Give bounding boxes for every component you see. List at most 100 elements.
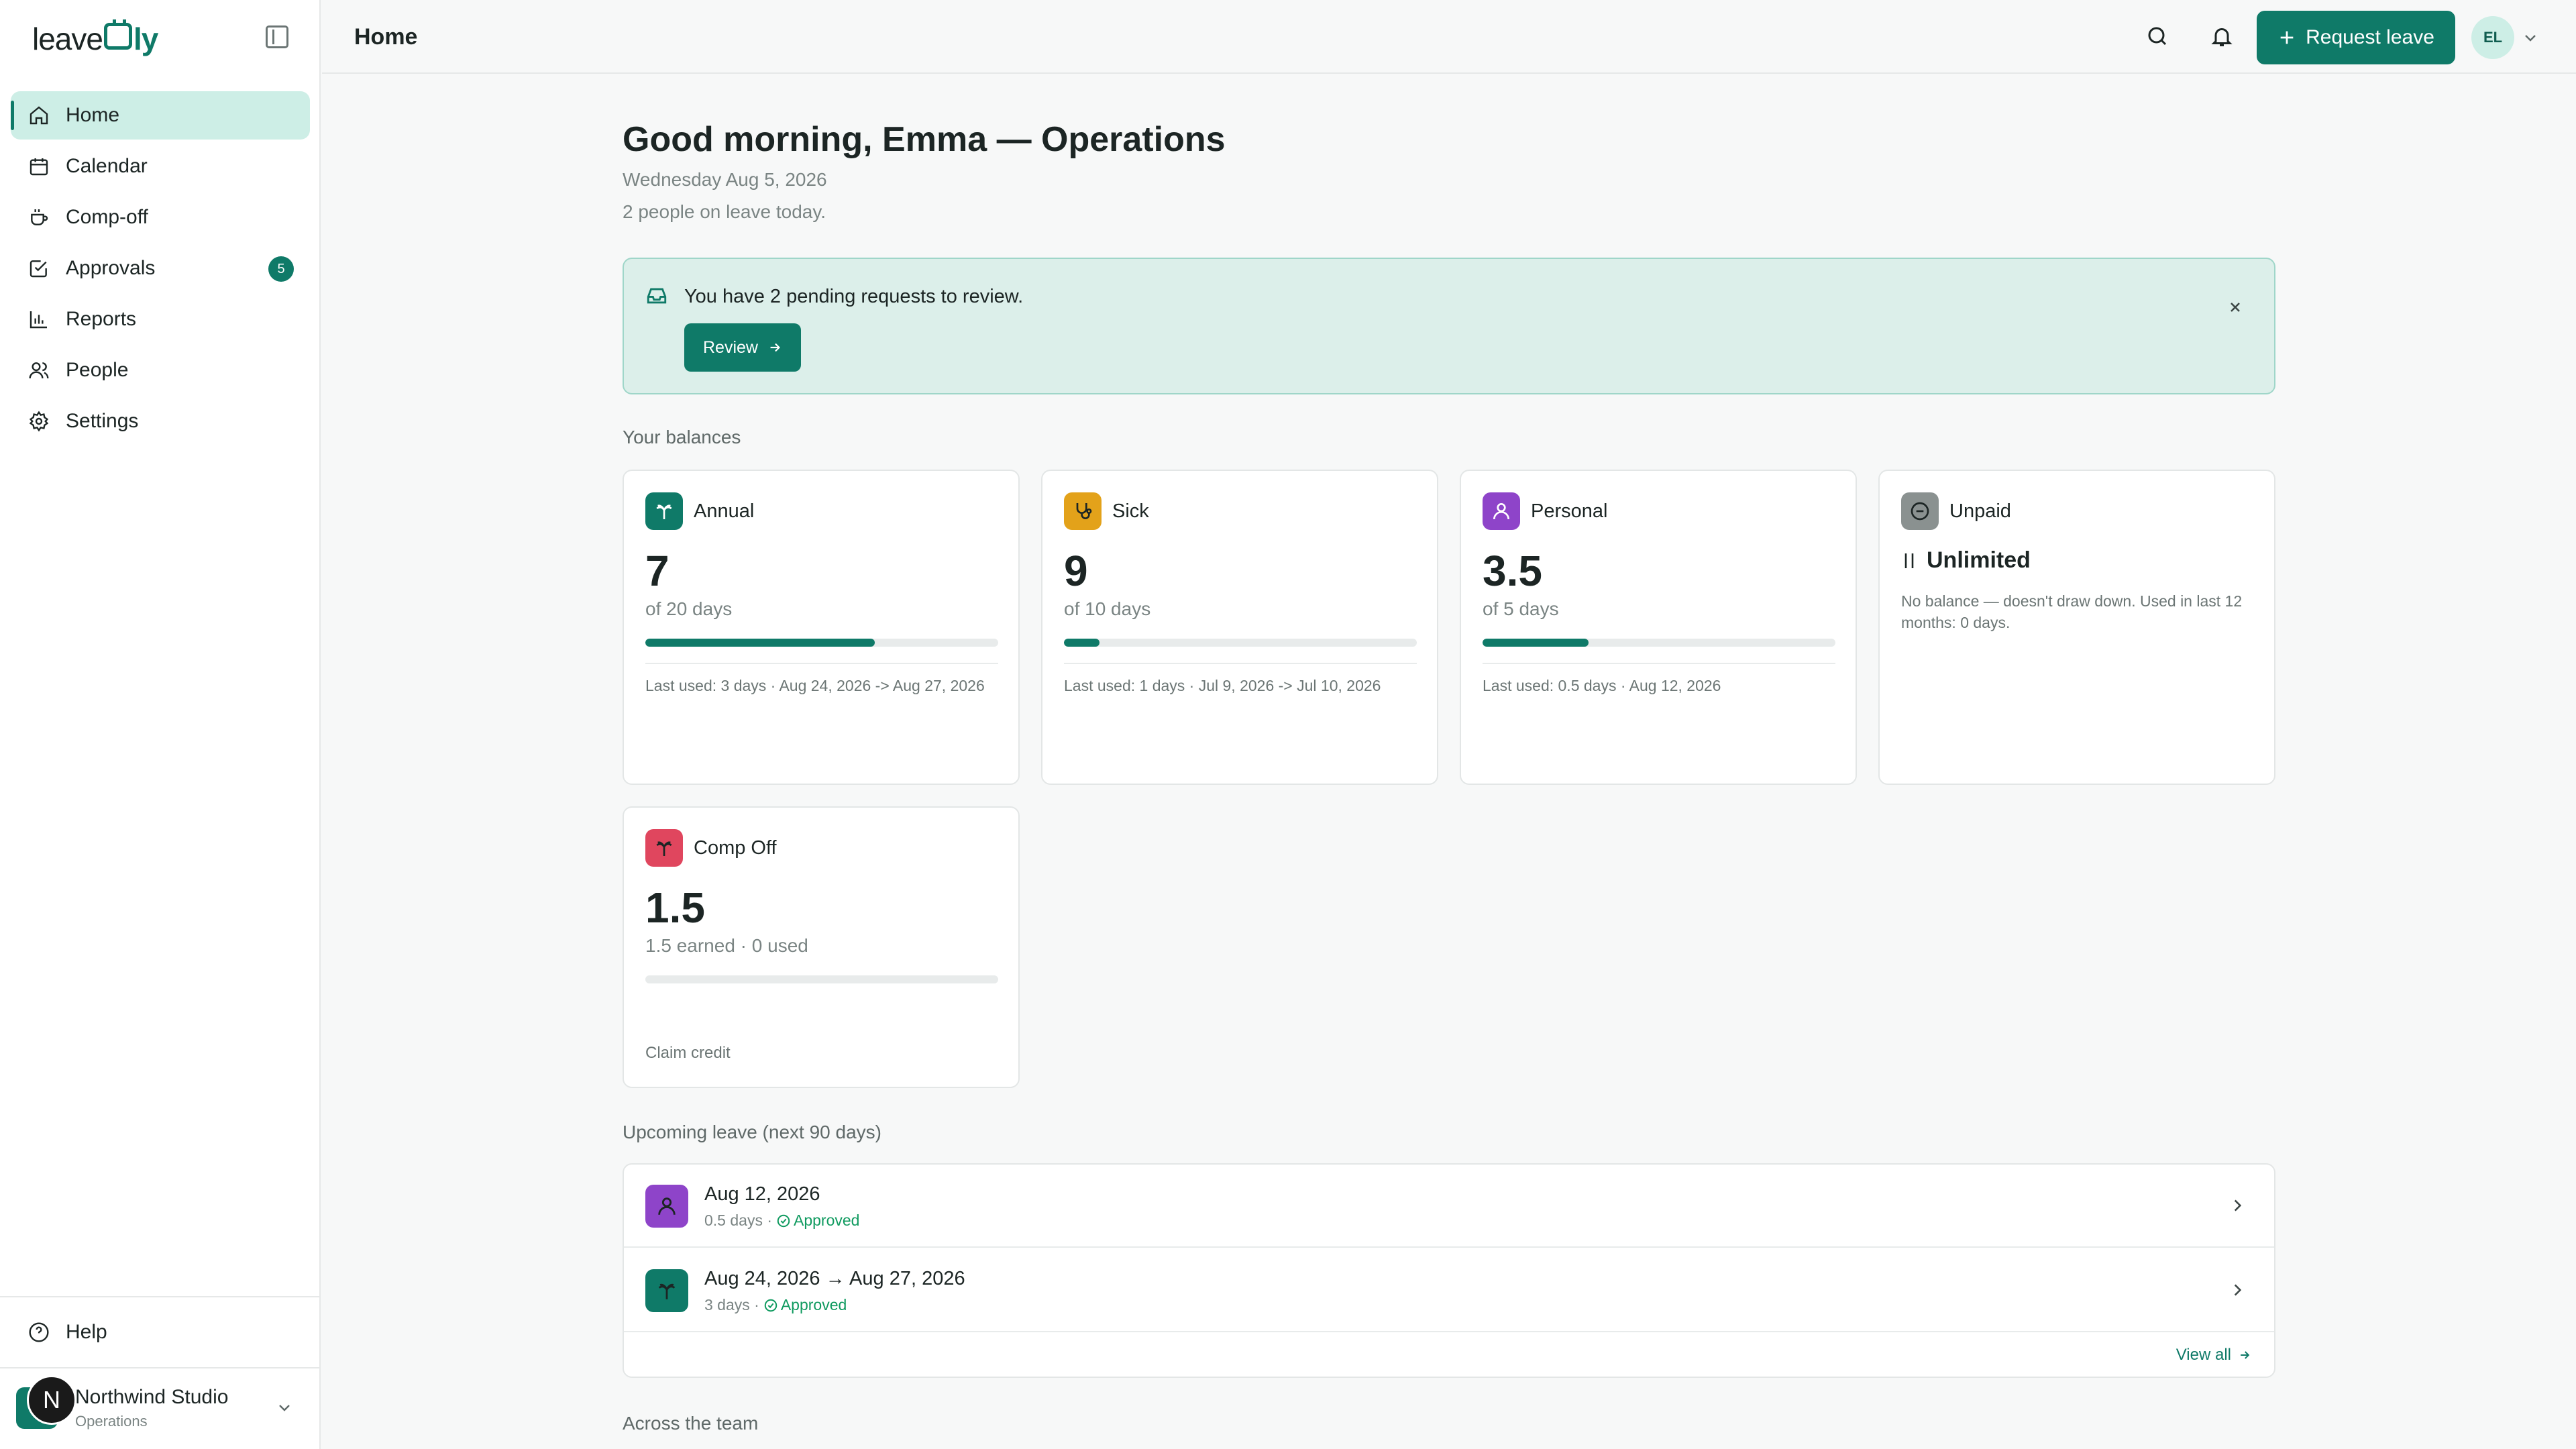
list-item[interactable]: Aug 12, 2026 0.5 days · Approved [624,1165,2274,1248]
balance-value: 7 [645,547,669,595]
balance-progress-fill [645,639,875,647]
sidebar-item-label: Calendar [66,155,148,177]
checkbox-icon [28,258,50,279]
sidebar-item-calendar[interactable]: Calendar [11,142,310,191]
claim-credit-link[interactable]: Claim credit [645,1044,731,1062]
palm-tree-icon [645,492,683,530]
sidebar-item-label: Home [66,104,120,126]
balance-name: Sick [1112,500,1149,522]
palm-tree-icon [645,829,683,867]
topbar: Home Request leave EL [322,0,2576,74]
balance-card-annual[interactable]: Annual 7 of 20 days Last used: 3 days · … [623,470,1020,785]
leave-meta: 0.5 days · Approved [704,1212,859,1230]
sidebar-item-label: Approvals [66,257,156,279]
arrow-right-icon [770,343,780,352]
balance-value: 1.5 [645,883,705,932]
sidebar-item-label: Comp-off [66,206,148,228]
status-badge: Approved [776,1212,859,1230]
app-logo[interactable]: leave ly [32,19,158,59]
sidebar-item-comp-off[interactable]: Comp-off [11,193,310,241]
org-team: Operations [75,1413,148,1430]
sidebar-item-label: People [66,359,129,381]
balance-value: Unlimited [1927,547,2031,573]
upcoming-section-label: Upcoming leave (next 90 days) [623,1122,881,1142]
pause-bars-icon [1904,553,1914,568]
people-icon [28,360,50,381]
balances-section-label: Your balances [623,427,741,447]
user-icon [1483,492,1520,530]
balance-card-unpaid[interactable]: Unpaid Unlimited No balance — doesn't dr… [1878,470,2275,785]
balance-last-used: Last used: 3 days · Aug 24, 2026 -> Aug … [645,677,985,694]
balance-card-comp-off[interactable]: Comp Off 1.5 1.5 earned · 0 used Claim c… [623,806,1020,1088]
chevron-right-icon [2234,1284,2242,1296]
gear-icon [28,411,50,432]
sidebar-item-approvals[interactable]: Approvals 5 [11,244,310,292]
org-switcher[interactable]: N Northwind Studio Operations [16,1375,305,1436]
org-initial-avatar: N [27,1375,76,1425]
status-label: Approved [794,1212,860,1229]
user-icon [645,1185,688,1228]
sidebar-item-reports[interactable]: Reports [11,295,310,343]
status-label: Approved [780,1296,847,1313]
collapse-sidebar-icon[interactable] [266,25,288,48]
view-all-label: View all [2176,1346,2231,1364]
sidebar-item-label: Reports [66,308,137,330]
inbox-icon [647,288,667,304]
leave-date: Aug 24, 2026 → Aug 27, 2026 [704,1268,965,1289]
review-button[interactable]: Review [684,323,801,372]
org-name: Northwind Studio [75,1386,229,1408]
chevron-right-icon [2234,1199,2242,1212]
balance-progress-bar [1064,639,1417,647]
sidebar-item-people[interactable]: People [11,346,310,394]
upcoming-leave-list: Aug 12, 2026 0.5 days · Approved Aug 24,… [623,1163,2275,1378]
balance-total: of 10 days [1064,598,1151,619]
leave-days: 3 days · [704,1296,759,1313]
sidebar-item-home[interactable]: Home [11,91,310,140]
sidebar-nav: Home Calendar Comp-off Approvals 5 Rep [11,91,310,448]
sidebar-item-help[interactable]: Help [11,1308,310,1356]
balance-card-sick[interactable]: Sick 9 of 10 days Last used: 1 days · Ju… [1041,470,1438,785]
list-item[interactable]: Aug 24, 2026 → Aug 27, 2026 3 days · App… [624,1249,2274,1332]
balance-name: Comp Off [694,837,777,859]
leave-days: 0.5 days · [704,1212,772,1229]
unlimited-value: Unlimited [1901,547,2031,574]
greeting-title: Good morning, Emma — Operations [623,120,1226,159]
balance-progress-fill [1064,639,1099,647]
arrow-right-icon [2241,1351,2250,1359]
bar-chart-icon [28,309,50,330]
balance-total: of 5 days [1483,598,1559,619]
request-leave-button[interactable]: Request leave [2257,11,2455,64]
sidebar-item-label: Settings [66,410,139,432]
view-all-link[interactable]: View all [2176,1346,2251,1364]
chevron-down-icon[interactable] [2522,30,2538,46]
search-icon [2148,27,2167,46]
logo-calendar-icon [103,19,132,50]
notifications-button[interactable] [2210,24,2234,48]
balance-progress-bar [645,639,998,647]
on-leave-summary: 2 people on leave today. [623,201,826,222]
balance-card-personal[interactable]: Personal 3.5 of 5 days Last used: 0.5 da… [1460,470,1857,785]
plus-icon [2280,31,2294,44]
current-date: Wednesday Aug 5, 2026 [623,169,827,190]
balance-progress-bar [1483,639,1835,647]
calendar-icon [28,156,50,177]
pending-requests-banner: You have 2 pending requests to review. R… [623,258,2275,394]
close-icon[interactable] [2227,299,2243,315]
balance-value: 9 [1064,547,1088,595]
home-icon [28,105,50,126]
balance-progress-fill [1483,639,1589,647]
review-label: Review [703,337,758,357]
sidebar-divider [0,1296,319,1297]
card-divider [1483,663,1835,664]
balance-last-used: Last used: 1 days · Jul 9, 2026 -> Jul 1… [1064,677,1381,694]
bell-icon [2211,28,2233,46]
approvals-count-badge: 5 [268,256,294,282]
stethoscope-icon [1064,492,1102,530]
sidebar-item-settings[interactable]: Settings [11,397,310,445]
minus-circle-icon [1901,492,1939,530]
balance-name: Personal [1531,500,1608,522]
user-avatar[interactable]: EL [2471,16,2514,59]
balance-name: Annual [694,500,755,522]
search-button[interactable] [2145,24,2169,48]
banner-message: You have 2 pending requests to review. [684,286,1024,307]
